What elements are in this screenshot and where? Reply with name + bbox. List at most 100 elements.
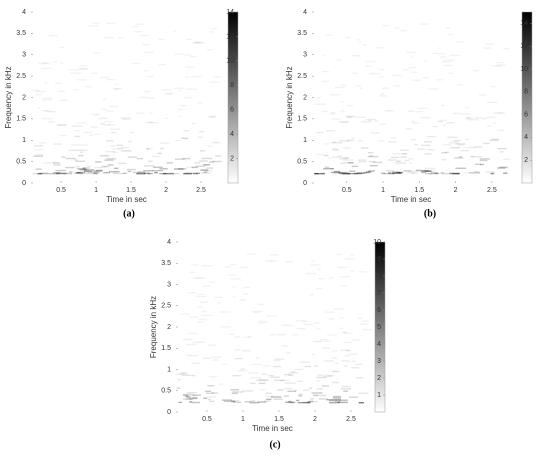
spectrogram-streak [334, 86, 345, 89]
spectrogram-streak [177, 168, 187, 170]
spectrogram-streak [191, 374, 196, 377]
spectrogram-streak [390, 137, 397, 139]
spectrogram-streak [189, 316, 198, 318]
spectrogram-streak [203, 357, 211, 359]
spectrogram-streak [368, 151, 374, 154]
spectrogram-streak [378, 68, 385, 71]
spectrogram-streak [316, 96, 321, 99]
spectrogram-streak [269, 254, 279, 256]
spectrogram-streak [330, 171, 341, 174]
colorbar-tick-label: 4 [230, 131, 234, 138]
spectrogram-streak [485, 43, 495, 45]
spectrogram-streak [331, 118, 341, 120]
spectrogram-streak [93, 172, 98, 175]
spectrogram-streak [351, 367, 360, 369]
spectrogram-streak [343, 341, 352, 344]
spectrogram-streak [414, 143, 419, 146]
spectrogram-streak [204, 170, 213, 172]
spectrogram-streak [145, 148, 150, 150]
spectrogram-streak [182, 398, 193, 400]
spectrogram-streak [199, 150, 206, 152]
spectrogram-streak [503, 172, 508, 174]
spectrogram-streak [344, 258, 356, 260]
spectrogram-streak [87, 25, 99, 27]
spectrogram-streak [120, 150, 132, 152]
spectrogram-streak [43, 162, 55, 164]
spectrogram-streak [269, 333, 275, 336]
spectrogram-streak [422, 77, 430, 79]
spectrogram-streak [202, 163, 211, 166]
spectrogram-streak [334, 401, 340, 403]
spectrogram-streak [53, 143, 62, 145]
y-tick-label: 0 [167, 409, 171, 416]
spectrogram-streak [479, 158, 491, 160]
spectrogram-streak [335, 399, 341, 401]
spectrogram-streak [331, 156, 343, 158]
spectrogram-streak [345, 115, 355, 117]
spectrogram-streak [113, 88, 123, 90]
spectrogram-streak [407, 171, 414, 174]
spectrogram-streak [361, 121, 371, 123]
spectrogram-streak [394, 27, 400, 29]
spectrogram-streak [190, 75, 202, 78]
x-tick-label: 2.5 [346, 416, 356, 423]
spectrogram-streak [287, 390, 296, 393]
spectrogram-streak [358, 271, 367, 273]
spectrogram-streak [208, 161, 215, 163]
colorbar-tick-label: 2 [377, 375, 381, 382]
spectrogram-streak [38, 62, 48, 65]
spectrogram-streak [211, 392, 219, 394]
spectrogram-streak [180, 372, 188, 374]
spectrogram-streak [441, 61, 452, 63]
spectrogram-streak [185, 66, 194, 68]
y-tick-label: 1 [22, 137, 26, 144]
spectrogram-streak [351, 360, 356, 363]
spectrogram-streak [463, 146, 470, 149]
spectrogram-streak [340, 360, 351, 362]
spectrogram-streak [91, 72, 98, 74]
spectrogram-streak [231, 392, 238, 395]
spectrogram-texture [176, 253, 372, 404]
spectrogram-streak [365, 65, 372, 67]
caption: (c) [269, 439, 280, 450]
spectrogram-streak [116, 144, 123, 147]
spectrogram-streak [244, 401, 251, 403]
spectrogram-streak [396, 160, 401, 162]
x-tick-label: 2 [164, 187, 168, 194]
spectrogram-streak [300, 327, 306, 330]
spectrogram-streak [214, 76, 222, 78]
spectrogram-streak [192, 172, 198, 175]
spectrogram-streak [59, 46, 65, 49]
spectrogram-streak [79, 68, 89, 70]
spectrogram-streak [143, 170, 154, 172]
spectrogram-streak [230, 278, 241, 280]
spectrogram-streak [322, 375, 333, 378]
spectrogram-streak [48, 172, 59, 175]
spectrogram-streak [205, 392, 215, 394]
spectrogram-streak [87, 165, 92, 168]
spectrogram-streak [312, 340, 323, 343]
spectrogram-streak [303, 323, 313, 326]
spectrogram-streak [231, 400, 239, 402]
spectrogram-streak [117, 147, 125, 150]
spectrogram-streak [348, 353, 358, 355]
spectrogram-streak [448, 142, 460, 144]
spectrogram-streak [422, 169, 429, 172]
spectrogram-streak [366, 60, 376, 63]
spectrogram-streak [55, 169, 66, 172]
spectrogram-streak [320, 80, 329, 83]
spectrogram-streak [82, 167, 87, 169]
spectrogram-streak [175, 158, 185, 160]
spectrogram-streak [79, 168, 88, 171]
spectrogram-streak [465, 116, 471, 119]
spectrogram-streak [333, 149, 339, 152]
spectrogram-streak [198, 293, 205, 296]
spectrogram-streak [452, 140, 459, 143]
spectrogram-streak [109, 145, 116, 147]
spectrogram-streak [173, 30, 177, 32]
spectrogram-streak [436, 79, 444, 81]
spectrogram-streak [360, 323, 369, 326]
spectrogram-streak [258, 379, 269, 381]
colorbar-tick-label: 8 [230, 82, 234, 89]
spectrogram-streak [132, 26, 139, 28]
